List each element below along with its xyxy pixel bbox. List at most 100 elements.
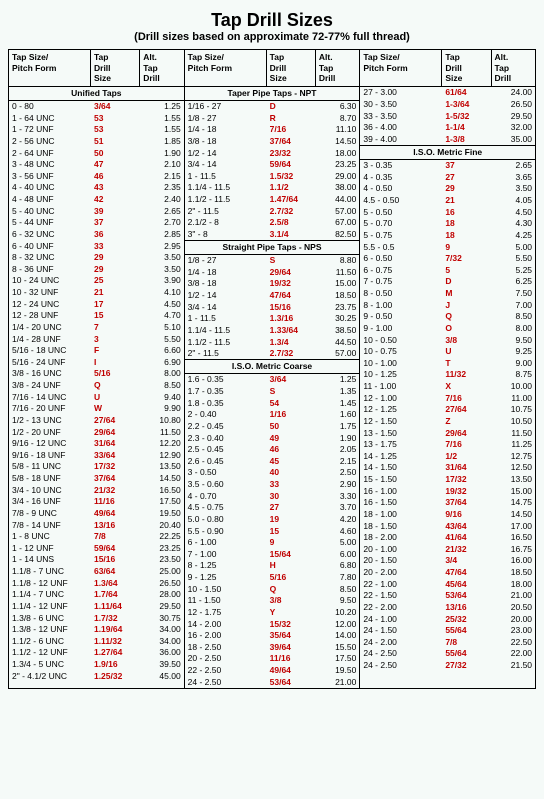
cell-drill: H	[267, 560, 316, 572]
cell-alt: 1.35	[315, 386, 359, 398]
cell-drill: 45/64	[442, 578, 491, 590]
table-row: 2 - 56 UNC511.85	[9, 135, 184, 147]
table-row: 27 - 3.0061/6424.00	[360, 87, 535, 99]
cell-drill: Q	[267, 583, 316, 595]
cell-pitch: 4 - 0.50	[360, 183, 442, 195]
hdr-alt: Alt. Tap Drill	[316, 50, 360, 86]
cell-pitch: 1 - 64 UNC	[9, 112, 91, 124]
cell-alt: 14.50	[315, 135, 359, 147]
cell-pitch: 2.3 - 0.40	[185, 432, 267, 444]
cell-pitch: 14 - 1.50	[360, 462, 442, 474]
table-row: 4 - 48 UNF422.40	[9, 194, 184, 206]
cell-drill: 7	[91, 321, 140, 333]
cell-drill: 54	[267, 397, 316, 409]
table-row: 24 - 2.5055/6422.00	[360, 648, 535, 660]
cell-pitch: 9 - 1.25	[185, 572, 267, 584]
hdr-pitch: Tap Size/ Pitch Form	[360, 50, 442, 86]
cell-alt: 35.00	[491, 133, 535, 145]
table-row: 24 - 2.5053/6421.00	[185, 676, 360, 688]
cell-pitch: 15 - 1.50	[360, 474, 442, 486]
cell-pitch: 8 - 36 UNF	[9, 263, 91, 275]
cell-pitch: 2.6 - 0.45	[185, 455, 267, 467]
table-row: 24 - 1.5055/6423.00	[360, 625, 535, 637]
cell-alt: 22.50	[491, 636, 535, 648]
cell-drill: T	[442, 357, 491, 369]
cell-drill: 27/64	[91, 414, 140, 426]
section-unified: Unified Taps	[9, 87, 184, 101]
cell-drill: Z	[442, 415, 491, 427]
col2c-rows: 1.6 - 0.353/641.251.7 - 0.35S1.351.8 - 0…	[185, 374, 360, 688]
cell-drill: 2.7/32	[267, 348, 316, 360]
table-row: 9/16 - 12 UNC31/6412.20	[9, 438, 184, 450]
cell-pitch: 24 - 1.50	[360, 625, 442, 637]
cell-drill: M	[442, 288, 491, 300]
cell-alt: 11.50	[140, 426, 184, 438]
cell-drill: 11/16	[91, 496, 140, 508]
cell-drill: 37	[91, 217, 140, 229]
cell-drill: 29/64	[267, 266, 316, 278]
cell-pitch: 10 - 1.25	[360, 369, 442, 381]
table-row: 24 - 2.5027/3221.50	[360, 660, 535, 672]
table-row: 1/2 - 13 UNC27/6410.80	[9, 414, 184, 426]
cell-pitch: 2.5 - 0.45	[185, 444, 267, 456]
cell-alt: 15.00	[315, 278, 359, 290]
cell-alt: 1.55	[140, 112, 184, 124]
cell-alt: 6.00	[315, 548, 359, 560]
cell-alt: 1.75	[315, 420, 359, 432]
cell-alt: 10.20	[315, 606, 359, 618]
cell-pitch: 5/16 - 18 UNC	[9, 345, 91, 357]
table-row: 11 - 1.503/89.50	[185, 595, 360, 607]
table-row: 9 - 0.50Q8.50	[360, 311, 535, 323]
table-row: 36 - 4.001-1/432.00	[360, 122, 535, 134]
cell-alt: 2.05	[315, 444, 359, 456]
cell-drill: 41/64	[442, 532, 491, 544]
cell-pitch: 1 - 12 UNF	[9, 542, 91, 554]
cell-pitch: 10 - 1.50	[185, 583, 267, 595]
table-row: 6 - 32 UNC362.85	[9, 228, 184, 240]
cell-alt: 22.25	[140, 531, 184, 543]
cell-alt: 6.80	[315, 560, 359, 572]
section-iso-fine: I.S.O. Metric Fine	[360, 145, 535, 160]
cell-pitch: 5 - 0.50	[360, 206, 442, 218]
cell-drill: 7/8	[442, 636, 491, 648]
cell-pitch: 7/8 - 9 UNC	[9, 507, 91, 519]
cell-pitch: 12 - 1.00	[360, 392, 442, 404]
cell-pitch: 16 - 1.00	[360, 485, 442, 497]
cell-alt: 36.00	[140, 647, 184, 659]
cell-pitch: 3 - 56 UNF	[9, 170, 91, 182]
cell-pitch: 1/2 - 14	[185, 147, 267, 159]
table-row: 7/16 - 14 UNCU9.40	[9, 391, 184, 403]
col3a-rows: 27 - 3.0061/6424.0030 - 3.501-3/6426.503…	[360, 87, 535, 145]
table-row: 5.5 - 0.90154.60	[185, 525, 360, 537]
cell-pitch: 20 - 1.50	[360, 555, 442, 567]
cell-alt: 1.90	[140, 147, 184, 159]
table-row: 3.5 - 0.60332.90	[185, 479, 360, 491]
col-header: Tap Size/ Pitch Form Tap Drill Size Alt.…	[360, 50, 535, 87]
table-row: 1.1/4 - 11.51.1/238.00	[185, 182, 360, 194]
cell-alt: 12.00	[315, 618, 359, 630]
cell-drill: 1-3/8	[442, 133, 491, 145]
cell-pitch: 4.5 - 0.75	[185, 502, 267, 514]
cell-drill: 17/32	[91, 461, 140, 473]
cell-alt: 13.50	[140, 461, 184, 473]
cell-pitch: 10 - 32 UNF	[9, 287, 91, 299]
cell-alt: 9.25	[491, 346, 535, 358]
table-row: 8 - 1.00J7.00	[360, 299, 535, 311]
hdr-pitch: Tap Size/ Pitch Form	[9, 50, 91, 86]
cell-pitch: 20 - 1.00	[360, 543, 442, 555]
cell-alt: 3.30	[315, 490, 359, 502]
cell-drill: Y	[267, 606, 316, 618]
cell-alt: 10.00	[491, 381, 535, 393]
cell-pitch: 1 - 72 UNF	[9, 124, 91, 136]
cell-pitch: 2" - 4.1/2 UNC	[9, 670, 91, 682]
cell-drill: 1/16	[267, 409, 316, 421]
cell-alt: 4.70	[140, 310, 184, 322]
cell-alt: 82.50	[315, 228, 359, 240]
cell-pitch: 1/8 - 27	[185, 255, 267, 267]
cell-alt: 39.50	[140, 659, 184, 671]
cell-pitch: 3/8 - 24 UNF	[9, 380, 91, 392]
table-row: 15 - 1.5017/3213.50	[360, 474, 535, 486]
cell-drill: 29	[91, 263, 140, 275]
table-row: 5/8 - 18 UNF37/6414.50	[9, 473, 184, 485]
cell-drill: 5/16	[267, 572, 316, 584]
